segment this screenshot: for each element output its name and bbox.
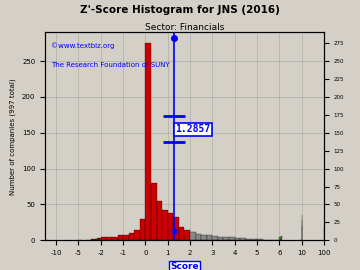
Bar <box>157 201 162 240</box>
Bar <box>78 239 80 240</box>
Bar <box>93 239 95 240</box>
Bar <box>168 213 173 240</box>
Bar <box>257 239 262 240</box>
Bar <box>173 217 179 240</box>
Bar <box>123 235 129 240</box>
Bar <box>300 239 302 240</box>
Bar <box>184 230 190 240</box>
Text: 1.2857: 1.2857 <box>175 124 211 134</box>
Bar <box>101 237 106 240</box>
Bar <box>91 239 93 240</box>
Bar <box>207 235 212 240</box>
Bar <box>145 43 151 240</box>
Text: ©www.textbiz.org: ©www.textbiz.org <box>50 43 114 49</box>
Bar <box>99 238 101 240</box>
Text: The Research Foundation of SUNY: The Research Foundation of SUNY <box>50 62 169 68</box>
Bar <box>90 239 91 240</box>
Bar <box>86 239 88 240</box>
Title: Sector: Financials: Sector: Financials <box>145 23 224 32</box>
X-axis label: Score: Score <box>170 262 199 270</box>
Bar <box>140 219 145 240</box>
Bar <box>212 236 218 240</box>
Y-axis label: Number of companies (997 total): Number of companies (997 total) <box>10 78 16 195</box>
Bar <box>117 235 123 240</box>
Bar <box>47 239 48 240</box>
Bar <box>151 183 157 240</box>
Bar <box>95 239 97 240</box>
Bar <box>268 239 274 240</box>
Bar <box>179 227 184 240</box>
Bar <box>240 238 246 240</box>
Bar <box>201 235 207 240</box>
Bar <box>80 239 82 240</box>
Bar <box>112 237 117 240</box>
Bar <box>251 239 257 240</box>
Bar <box>274 239 279 240</box>
Bar <box>106 237 112 240</box>
Bar <box>97 238 99 240</box>
Bar <box>190 232 195 240</box>
Text: Z'-Score Histogram for JNS (2016): Z'-Score Histogram for JNS (2016) <box>80 5 280 15</box>
Bar <box>279 237 281 240</box>
Bar <box>229 237 235 240</box>
Bar <box>218 237 224 240</box>
Bar <box>88 239 90 240</box>
Bar <box>195 234 201 240</box>
Bar <box>76 239 77 240</box>
Bar <box>67 239 68 240</box>
Bar <box>262 239 268 240</box>
Bar <box>281 236 282 240</box>
Bar <box>162 210 168 240</box>
Bar <box>246 239 251 240</box>
Bar <box>134 230 140 240</box>
Bar <box>224 237 229 240</box>
Bar <box>235 238 240 240</box>
Bar <box>129 233 134 240</box>
